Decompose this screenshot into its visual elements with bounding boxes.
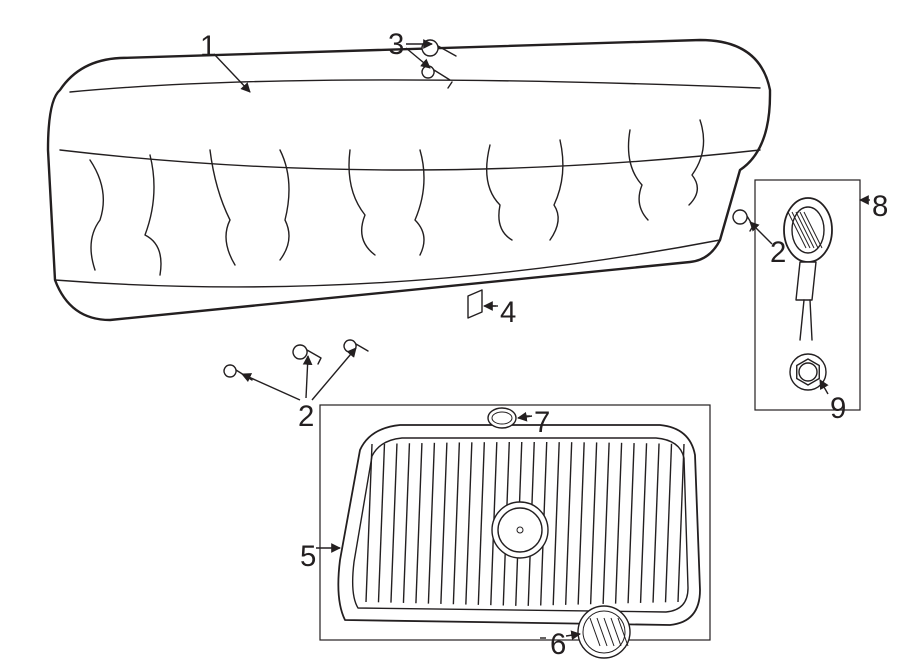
callout-6: 6 <box>550 628 566 661</box>
callout-1: 1 <box>200 30 216 64</box>
callout-4: 4 <box>500 296 516 330</box>
callout-8: 8 <box>872 190 888 224</box>
callout-7: 7 <box>534 406 550 440</box>
callout-2l: 2 <box>298 400 314 434</box>
callout-5: 5 <box>300 540 316 574</box>
diagram-svg <box>0 0 900 661</box>
diagram-stage: 1 3 2 4 2 5 7 6 8 9 <box>0 0 900 661</box>
callout-3: 3 <box>388 28 404 62</box>
callout-2r: 2 <box>770 236 786 270</box>
callout-9: 9 <box>830 392 846 426</box>
